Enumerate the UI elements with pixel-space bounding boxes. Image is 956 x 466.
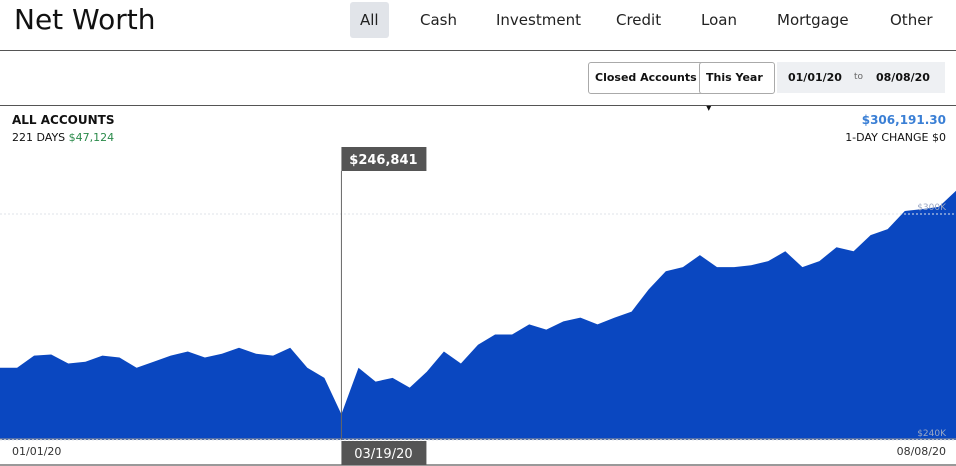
summary-label: ALL ACCOUNTS [12,113,115,127]
summary-total: $306,191.30 [861,113,946,127]
date-from[interactable]: 01/01/20 [788,71,842,84]
date-to-word: to [854,72,864,82]
tooltip-value: $246,841 [349,153,417,168]
summary-days: 221 DAYS [12,131,66,144]
tab[interactable]: Investment [496,11,581,29]
y-tick-label: $300K [917,203,947,213]
date-to[interactable]: 08/08/20 [876,71,930,84]
tooltip-box [341,147,427,171]
tab[interactable]: Mortgage [777,11,849,29]
tab[interactable]: Other [890,11,933,29]
divider [0,105,956,106]
period-dropdown[interactable]: This Year ▾ [699,62,775,114]
tab[interactable]: All [350,2,389,38]
summary-change: $47,124 [68,131,115,144]
selected-date: 03/19/20 [354,447,412,462]
tab[interactable]: Loan [701,11,737,29]
x-tick-label: 01/01/20 [12,445,61,458]
closed-accounts-button[interactable]: Closed Accounts [588,62,704,94]
y-tick-label: $240K [917,429,947,439]
tab[interactable]: Credit [616,11,662,29]
x-tick-label: 08/08/20 [897,445,946,458]
tab[interactable]: Cash [420,11,457,29]
area [0,190,956,440]
page-title: Net Worth [14,3,156,36]
summary-days-row: 221 DAYS $47,124 [12,131,114,144]
date-range[interactable]: 01/01/20 to 08/08/20 [777,62,945,93]
summary-day-change: 1-DAY CHANGE $0 [845,131,946,144]
date-box [341,441,427,465]
divider [0,50,956,51]
period-text: This Year [706,71,763,84]
